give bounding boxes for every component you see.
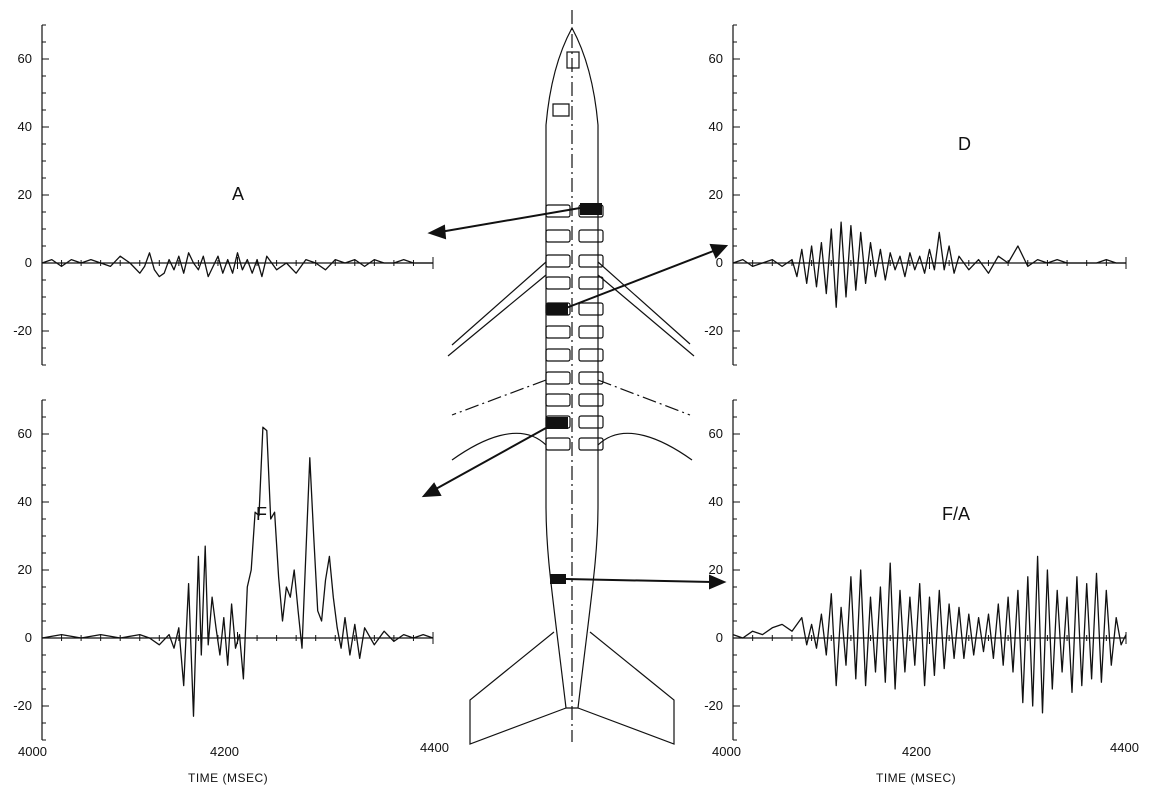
- sensor-marker-a: [580, 203, 602, 215]
- sensor-arrows: [421, 207, 729, 590]
- arrow-to-d-line: [565, 249, 717, 309]
- seat-rows: [545, 204, 604, 451]
- arrow-to-a-line: [439, 207, 581, 233]
- y-tick-label-d: 0: [716, 255, 723, 270]
- panel-label-f: F: [256, 504, 267, 524]
- y-tick-label-d: 20: [709, 187, 723, 202]
- y-tick-label-f: 60: [18, 426, 32, 441]
- seat-left: [545, 371, 571, 385]
- right-flap-line: [597, 379, 691, 416]
- arrow-to-a-head: [427, 224, 447, 240]
- seat-right: [578, 437, 604, 451]
- y-tick-label-a: 60: [18, 51, 32, 66]
- x-tick-label-right-4000: 4000: [712, 744, 741, 759]
- y-tick-label-f: 40: [18, 494, 32, 509]
- y-tick-label-fa: -20: [704, 698, 723, 713]
- chart-panel-fa: -20 0 20 40 60 F/A: [704, 399, 1127, 741]
- arrow-to-d-head: [709, 243, 729, 259]
- y-tick-label-fa: 60: [709, 426, 723, 441]
- x-axis-label-right: TIME (MSEC): [876, 771, 956, 785]
- seat-right: [578, 393, 604, 407]
- right-wing-leading-edge: [597, 261, 691, 345]
- sensor-marker-fa: [550, 574, 566, 584]
- seat-left: [545, 204, 571, 218]
- panel-label-d: D: [958, 134, 971, 154]
- x-tick-label-right-4400: 4400: [1110, 740, 1139, 755]
- seat-right: [578, 415, 604, 429]
- seat-right: [578, 371, 604, 385]
- series-line-f: [41, 426, 434, 717]
- y-tick-label-d: 40: [709, 119, 723, 134]
- y-tick-label-f: 20: [18, 562, 32, 577]
- arrow-to-f-line: [433, 422, 556, 491]
- arrow-to-fa-head: [709, 574, 727, 590]
- panel-label-fa: F/A: [942, 504, 970, 524]
- seat-right: [578, 348, 604, 362]
- seat-left: [545, 437, 571, 451]
- seat-right: [578, 276, 604, 290]
- x-axis-label-left: TIME (MSEC): [188, 771, 268, 785]
- series-line-fa: [732, 555, 1127, 714]
- seat-right: [578, 302, 604, 316]
- cockpit-window: [566, 51, 580, 69]
- seat-right: [578, 254, 604, 268]
- y-tick-label-f: -20: [13, 698, 32, 713]
- y-tick-label-a: 0: [25, 255, 32, 270]
- y-tick-label-a: 40: [18, 119, 32, 134]
- y-tick-label-d: -20: [704, 323, 723, 338]
- left-horizontal-stabilizer: [469, 631, 567, 745]
- y-tick-label-fa: 20: [709, 562, 723, 577]
- chart-panel-f: -20 0 20 40 60 F: [13, 399, 434, 741]
- y-tick-label-d: 60: [709, 51, 723, 66]
- seat-left: [545, 393, 571, 407]
- x-tick-label-left-4200: 4200: [210, 744, 239, 759]
- left-wing-leading-edge: [451, 261, 547, 346]
- y-tick-label-a: -20: [13, 323, 32, 338]
- seat-right: [578, 325, 604, 339]
- sensor-marker-d: [546, 303, 568, 315]
- seat-right: [578, 229, 604, 243]
- left-nacelle-curve: [451, 432, 547, 461]
- right-wing-trailing-edge: [597, 274, 695, 357]
- seat-left: [545, 348, 571, 362]
- arrow-to-f-head: [421, 482, 442, 498]
- chart-panel-d: -20 0 20 40 60 D: [704, 24, 1127, 366]
- panel-label-a: A: [232, 184, 244, 204]
- series-line-d: [732, 221, 1126, 308]
- arrow-to-fa-line: [565, 578, 713, 583]
- x-tick-label-left-4000: 4000: [18, 744, 47, 759]
- series-line-a: [41, 252, 433, 278]
- seat-left: [545, 325, 571, 339]
- y-tick-label-fa: 40: [709, 494, 723, 509]
- seat-left: [545, 276, 571, 290]
- right-nacelle-curve: [597, 432, 693, 461]
- seat-left: [545, 254, 571, 268]
- y-tick-label-a: 20: [18, 187, 32, 202]
- aircraft-planform: [447, 10, 695, 745]
- forward-galley: [552, 103, 570, 117]
- left-flap-line: [451, 379, 547, 416]
- left-wing-trailing-edge: [447, 274, 547, 357]
- y-tick-label-f: 0: [25, 630, 32, 645]
- right-horizontal-stabilizer: [577, 631, 675, 745]
- x-tick-label-right-4200: 4200: [902, 744, 931, 759]
- seat-left: [545, 229, 571, 243]
- x-tick-label-left-4400: 4400: [420, 740, 449, 755]
- chart-panel-a: -20 0 20 40 60 A: [13, 24, 434, 366]
- y-tick-label-fa: 0: [716, 630, 723, 645]
